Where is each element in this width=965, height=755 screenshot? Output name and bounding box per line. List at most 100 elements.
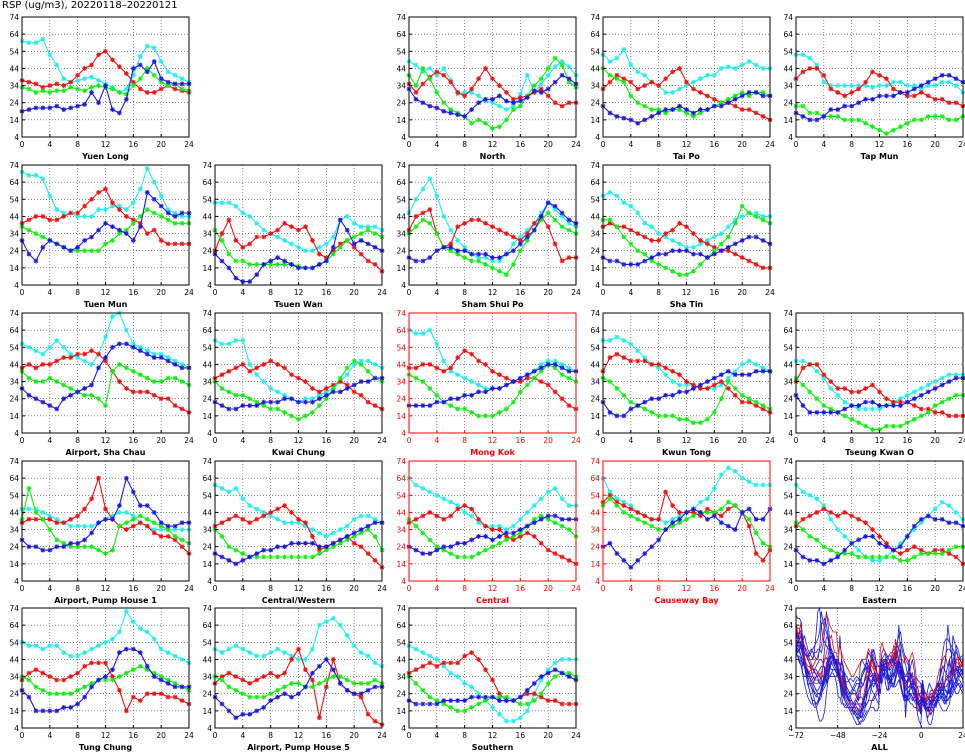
x-tick-label: 4 — [240, 584, 245, 593]
data-point-blue — [746, 372, 752, 378]
data-point-green — [82, 88, 88, 94]
data-point-blue — [365, 241, 371, 247]
data-point-green — [691, 114, 696, 119]
data-point-red — [434, 69, 440, 75]
data-point-cyan — [110, 314, 115, 319]
data-point-red — [96, 475, 101, 481]
data-point-green — [434, 90, 440, 95]
data-point-red — [911, 403, 917, 408]
data-point-red — [441, 660, 447, 666]
data-point-red — [179, 698, 185, 703]
data-point-blue — [725, 244, 731, 250]
data-point-red — [158, 691, 164, 697]
data-point-green — [427, 537, 433, 543]
x-tick-label: 8 — [462, 436, 467, 445]
data-point-blue — [296, 265, 301, 271]
data-point-cyan — [26, 506, 32, 512]
x-tick-label: 0 — [20, 288, 25, 297]
y-tick-label: 34 — [9, 82, 19, 91]
data-point-blue — [476, 694, 481, 700]
data-point-green — [68, 544, 74, 550]
data-point-red — [469, 86, 475, 92]
data-point-green — [904, 120, 910, 126]
data-point-red — [144, 90, 150, 95]
y-tick-label: 24 — [590, 395, 600, 404]
data-point-red — [807, 362, 813, 367]
y-tick-label: 4 — [14, 429, 19, 438]
data-point-red — [469, 351, 475, 357]
data-point-cyan — [151, 636, 157, 642]
data-point-cyan — [434, 72, 440, 78]
data-point-blue — [490, 537, 495, 543]
data-point-red — [54, 81, 60, 87]
data-point-green — [718, 396, 724, 402]
data-point-cyan — [75, 523, 81, 529]
y-tick-label: 74 — [783, 309, 793, 318]
data-point-blue — [517, 375, 523, 381]
data-point-green — [47, 375, 53, 381]
data-point-green — [310, 684, 315, 690]
data-point-cyan — [746, 479, 752, 484]
y-tick-label: 64 — [202, 621, 212, 630]
data-point-red — [504, 534, 509, 539]
x-tick-label: 8 — [268, 436, 273, 445]
data-point-red — [75, 72, 81, 78]
data-point-cyan — [524, 227, 530, 233]
data-point-blue — [40, 399, 46, 405]
data-point-green — [753, 214, 759, 219]
data-point-red — [835, 386, 841, 391]
data-point-green — [614, 386, 620, 391]
x-tick-label: 4 — [628, 584, 633, 593]
data-point-red — [434, 663, 440, 669]
data-point-blue — [538, 674, 544, 679]
data-point-green — [165, 677, 171, 683]
data-point-blue — [82, 238, 88, 243]
data-point-cyan — [628, 62, 634, 68]
y-tick-label: 74 — [202, 604, 212, 613]
data-point-green — [268, 262, 274, 267]
data-point-green — [89, 681, 94, 686]
data-point-cyan — [351, 220, 357, 226]
y-tick-label: 64 — [783, 30, 793, 39]
data-point-cyan — [953, 83, 959, 88]
data-point-cyan — [448, 368, 454, 374]
data-point-green — [760, 217, 766, 223]
data-point-cyan — [614, 193, 620, 199]
data-point-blue — [123, 646, 129, 652]
y-tick-label: 14 — [9, 116, 19, 125]
data-point-blue — [642, 551, 648, 556]
x-tick-label: 16 — [710, 584, 720, 593]
data-point-blue — [814, 410, 820, 415]
data-point-red — [884, 76, 889, 82]
y-tick-label: 54 — [590, 47, 600, 56]
data-point-blue — [504, 251, 509, 257]
data-point-blue — [711, 513, 717, 519]
data-point-blue — [691, 386, 696, 391]
data-point-red — [870, 527, 875, 532]
data-point-red — [746, 399, 752, 405]
series-line-red — [408, 504, 577, 565]
data-point-red — [351, 540, 357, 546]
data-point-red — [691, 382, 696, 388]
data-point-green — [254, 554, 260, 560]
data-point-cyan — [739, 62, 745, 68]
data-point-cyan — [130, 341, 136, 347]
y-tick-label: 34 — [590, 378, 600, 387]
data-point-cyan — [310, 527, 315, 532]
data-point-cyan — [226, 341, 232, 347]
data-point-green — [448, 107, 454, 112]
data-point-cyan — [130, 72, 136, 78]
y-tick-label: 44 — [9, 212, 19, 221]
data-point-cyan — [144, 348, 150, 354]
data-point-cyan — [739, 214, 745, 219]
data-point-blue — [953, 375, 959, 381]
data-point-green — [179, 537, 185, 543]
data-point-blue — [483, 534, 488, 539]
data-point-green — [884, 423, 889, 429]
y-tick-label: 54 — [202, 638, 212, 647]
data-point-red — [323, 386, 329, 391]
series-line-cyan — [21, 610, 190, 664]
x-tick-label: 0 — [601, 140, 606, 149]
data-point-red — [753, 403, 759, 408]
y-tick-label: 4 — [14, 577, 19, 586]
